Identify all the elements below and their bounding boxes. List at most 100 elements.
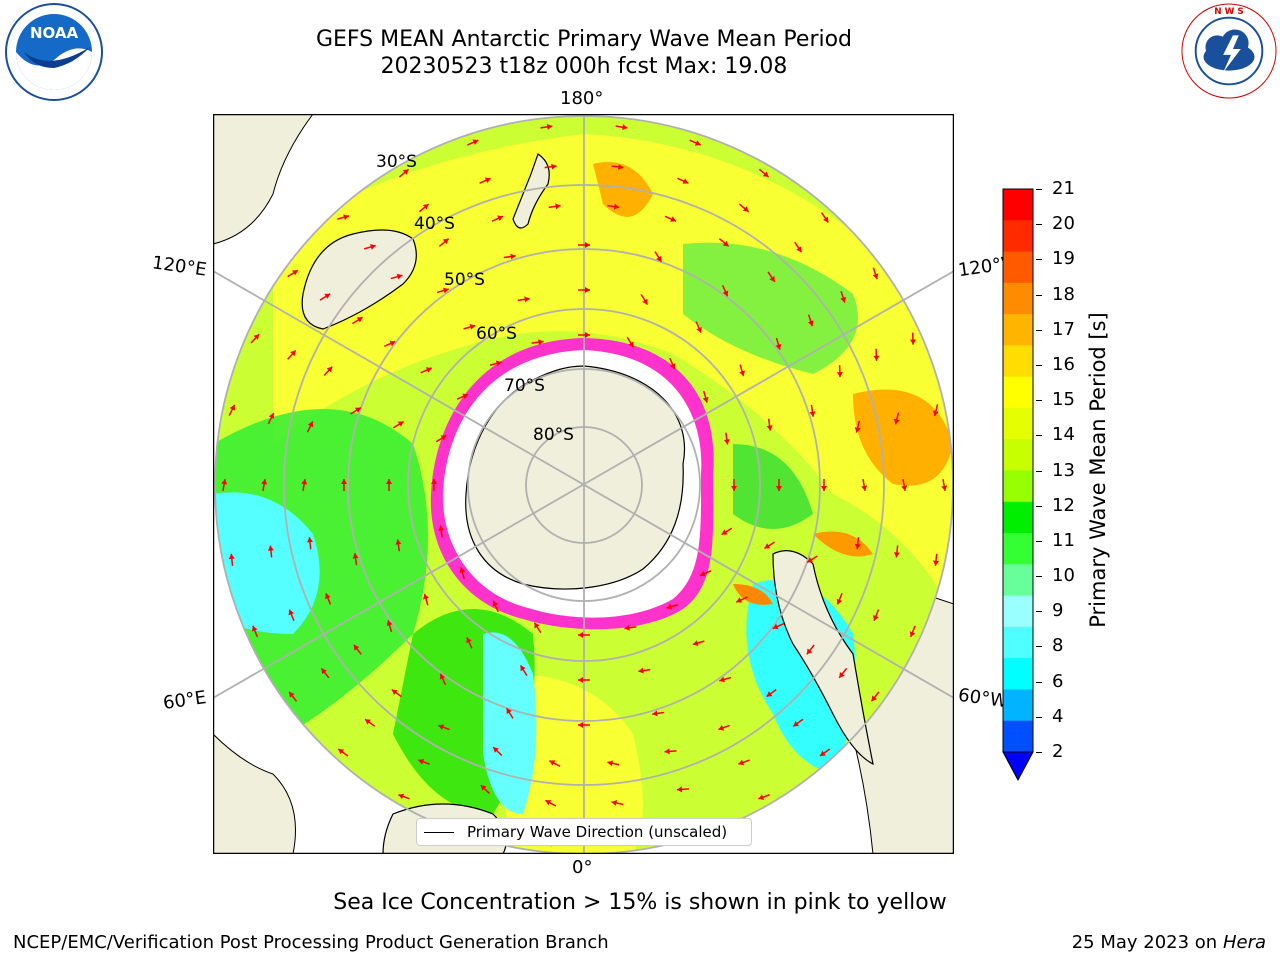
wave-arrow [228,404,236,416]
colorbar-tick-mark [1036,329,1042,331]
wave-arrow [395,539,402,552]
wave-arrow [807,314,814,327]
wave-arrow [420,367,432,374]
wave-arrow [775,337,782,350]
colorbar-label: Primary Wave Mean Period [s] [1086,312,1110,628]
colorbar-segment [1003,376,1033,409]
colorbar-tick-mark [1036,294,1042,296]
wave-arrow [306,421,314,433]
colorbar-tick-label: 20 [1052,213,1075,235]
wave-arrow [578,287,590,293]
wave-arrow [736,596,748,603]
colorbar-tick-label: 14 [1052,424,1075,446]
wave-arrow [767,271,776,283]
wave-arrow [390,273,403,280]
wave-arrow [840,290,847,303]
wave-arrow [854,537,861,550]
wave-arrow [794,241,803,253]
colorbar-tick-mark [1036,576,1042,578]
wave-arrow [854,420,861,433]
wave-arrow [836,593,843,605]
wave-arrow [352,316,363,325]
wave-arrow [611,800,624,806]
wave-arrow [398,793,410,800]
wave-arrow [718,724,730,731]
new-zealand-landmass [512,153,550,229]
land-region [213,114,314,245]
wave-arrow [479,177,491,184]
wave-arrow [503,253,516,260]
colorbar-segment [1003,439,1033,471]
wave-arrow [836,365,843,378]
colorbar-tick-mark [1036,470,1042,472]
legend-line-sample [424,832,454,833]
wave-arrow [932,404,939,417]
wave-arrow [819,748,831,757]
wave-arrow [456,393,469,400]
wave-arrow [548,203,561,210]
wave-arrow [519,665,528,676]
wave-arrow [435,434,447,443]
wave-arrow [699,570,712,577]
wave-arrow [325,593,332,605]
wave-arrow [228,553,235,566]
noaa-logo: NOAA [5,3,103,101]
colorbar-tick-label: 6 [1052,670,1064,692]
wave-arrow [320,667,330,679]
colorbar-tick-label: 16 [1052,353,1075,375]
wave-arrow [615,124,628,131]
wave-arrow [640,294,649,305]
wave-arrow [738,759,750,766]
wave-arrow [540,123,553,130]
wave-arrow [652,710,665,717]
wave-arrow [319,293,331,301]
wave-arrow [718,238,730,247]
colorbar-segment [1003,595,1033,628]
wave-arrow [870,691,880,702]
map-subtitle: 20230523 t18z 000h fcst Max: 19.08 [380,54,788,79]
lat-label-80s: 80°S [533,425,574,445]
wave-arrow [386,620,393,633]
polar-map [213,114,954,854]
wave-arrow [544,163,557,170]
wave-arrow [364,718,376,727]
wave-arrow [418,203,430,213]
colorbar-segment [1003,314,1033,346]
wave-arrow [758,168,770,178]
wave-arrow [438,724,450,731]
colorbar-tick-label: 19 [1052,248,1075,270]
lat-label-60s: 60°S [476,324,517,344]
wave-arrow [873,609,880,622]
lat-label-40s: 40°S [414,214,455,234]
south-america-landmass [772,550,874,766]
wave-arrow [288,691,298,702]
wave-arrow [341,479,347,491]
wave-arrow [607,203,620,210]
wave-arrow [323,366,333,377]
wave-arrow [772,622,784,630]
wave-arrow [391,688,402,698]
wave-arrow [505,707,514,719]
map-title: GEFS MEAN Antarctic Primary Wave Mean Pe… [315,27,853,52]
wave-arrow [363,244,376,250]
wave-arrow [872,267,879,280]
colorbar-segment [1003,564,1033,597]
footer-date: 25 May 2023 on Hera [1072,932,1266,953]
wave-arrow [941,478,948,492]
wave-arrow [626,336,635,348]
wave-arrow [893,412,900,425]
wave-arrow [463,324,476,330]
footer-credit: NCEP/EMC/Verification Post Processing Pr… [13,932,609,953]
noaa-logo-text: NOAA [30,24,79,42]
colorbar-tick-label: 9 [1052,600,1064,622]
colorbar-tick-mark [1036,224,1042,226]
wave-arrow [901,478,908,492]
wave-arrow [578,632,590,638]
wave-arrow [492,746,503,757]
wave-arrow [337,214,350,221]
colorbar-segment [1003,282,1033,315]
wave-arrow [766,688,777,698]
wave-arrow [438,525,445,538]
colorbar-segment [1003,720,1033,753]
footer-host: Hera [1222,932,1266,953]
